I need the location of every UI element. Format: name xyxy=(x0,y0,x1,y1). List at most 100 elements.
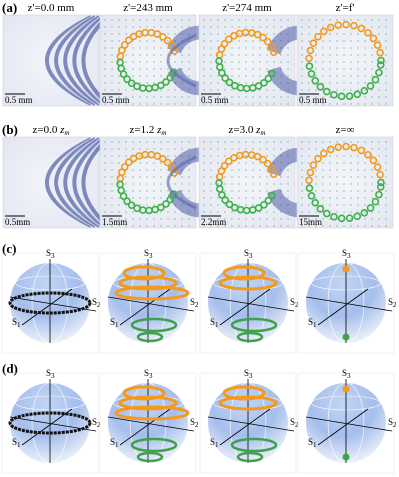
grid-dot xyxy=(203,47,205,49)
axis-label-base: S xyxy=(388,417,393,427)
grid-dot xyxy=(231,68,233,70)
grid-dot xyxy=(167,141,169,143)
grid-dot xyxy=(329,204,331,206)
axis-label: S3 xyxy=(342,368,351,380)
grid-dot xyxy=(280,19,282,21)
fringe xyxy=(45,137,92,228)
grid-dot xyxy=(329,169,331,171)
axis-label-sub: 1 xyxy=(313,321,317,329)
axis-label: S1 xyxy=(308,437,317,449)
grid-dot xyxy=(385,190,387,192)
grid-dot xyxy=(111,218,113,220)
polarization-dot xyxy=(350,21,358,30)
grid-dot xyxy=(301,68,303,70)
polarization-dot xyxy=(357,24,366,33)
grid-dot xyxy=(329,103,331,105)
grid-dot xyxy=(238,148,240,150)
grid-dot xyxy=(266,176,268,178)
panel-title: z'=243 mm xyxy=(123,2,173,14)
grid-dot xyxy=(104,40,106,42)
grid-dot xyxy=(104,225,106,227)
polarization-dot xyxy=(157,81,165,90)
grid-dot xyxy=(181,204,183,206)
grid-dot xyxy=(343,68,345,70)
grid-dot xyxy=(104,47,106,49)
grid-dot xyxy=(160,103,162,105)
grid-dot xyxy=(350,19,352,21)
grid-dot xyxy=(280,204,282,206)
polarization-dot xyxy=(267,191,276,200)
grid-dot xyxy=(231,197,233,199)
grid-dot xyxy=(167,89,169,91)
grid-dot xyxy=(217,103,219,105)
grid-dot xyxy=(266,103,268,105)
axis-label-sub: 1 xyxy=(215,321,219,329)
grid-dot xyxy=(385,183,387,185)
polarization-dot xyxy=(221,74,229,82)
grid-dot xyxy=(210,155,212,157)
grid-dot xyxy=(153,190,155,192)
axis-label-base: S xyxy=(308,317,313,327)
axis-label-base: S xyxy=(244,368,249,378)
grid-dot xyxy=(371,75,373,77)
grid-dot xyxy=(203,54,205,56)
grid-dot xyxy=(315,176,317,178)
grid-dot xyxy=(224,218,226,220)
grid-dot xyxy=(111,204,113,206)
grid-dot xyxy=(132,204,134,206)
grid-dot xyxy=(385,218,387,220)
polarization-dot xyxy=(230,153,238,162)
title-main: z'=f' xyxy=(336,2,355,14)
grid-dot xyxy=(153,82,155,84)
grid-dot xyxy=(210,183,212,185)
grid-dot xyxy=(118,162,120,164)
grid-dot xyxy=(210,96,212,98)
grid-dot xyxy=(343,211,345,213)
axis-s1 xyxy=(219,288,271,326)
grid-dot xyxy=(350,204,352,206)
grid-dot xyxy=(301,61,303,63)
grid-dot xyxy=(287,33,289,35)
grid-dot xyxy=(357,204,359,206)
grid-dot xyxy=(188,75,190,77)
grid-dot xyxy=(118,197,120,199)
grid-dot xyxy=(357,141,359,143)
grid-dot xyxy=(132,26,134,28)
grid-dot xyxy=(336,19,338,21)
axis-label-sub: 1 xyxy=(115,321,119,329)
grid-dot xyxy=(287,103,289,105)
grid-dot xyxy=(111,33,113,35)
grid-dot xyxy=(224,103,226,105)
grid-dot xyxy=(385,33,387,35)
grid-dot xyxy=(224,33,226,35)
grid-dot xyxy=(336,190,338,192)
grid-dot xyxy=(224,54,226,56)
grid-dot xyxy=(266,190,268,192)
grid-dot xyxy=(139,155,141,157)
fringe xyxy=(54,15,97,106)
polarization-dot xyxy=(267,69,276,78)
grid-dot xyxy=(357,89,359,91)
grid-dot xyxy=(118,82,120,84)
grid-dot xyxy=(146,96,148,98)
axis-label-base: S xyxy=(308,437,313,447)
grid-dot xyxy=(315,169,317,171)
grid-dot xyxy=(364,225,366,227)
grid-dot xyxy=(231,61,233,63)
sphere-frame xyxy=(99,372,197,474)
grid-dot xyxy=(245,183,247,185)
axis-s1 xyxy=(219,408,271,446)
grid-dot xyxy=(160,183,162,185)
grid-dot xyxy=(111,54,113,56)
axis-s2 xyxy=(207,296,295,312)
grid-dot xyxy=(203,75,205,77)
grid-dot xyxy=(287,47,289,49)
grid-dot xyxy=(385,68,387,70)
grid-dot xyxy=(385,82,387,84)
grid-dot xyxy=(315,211,317,213)
grid-dot xyxy=(252,155,254,157)
grid-dot xyxy=(308,148,310,150)
grid-dot xyxy=(245,141,247,143)
grid-dot xyxy=(125,33,127,35)
grid-dot xyxy=(378,204,380,206)
